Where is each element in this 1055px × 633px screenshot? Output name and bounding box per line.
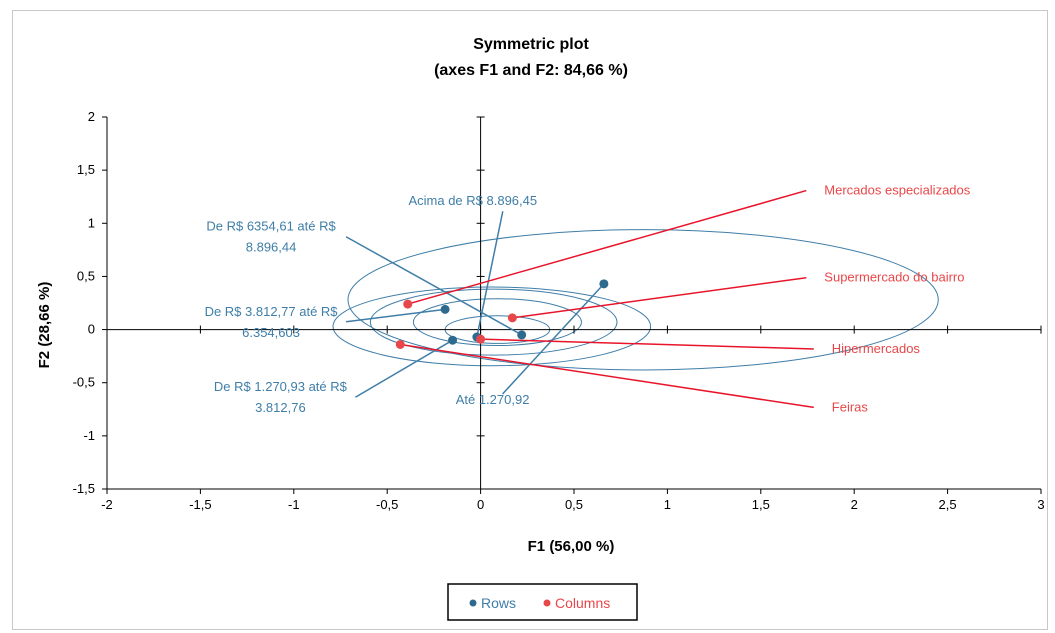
leader-line bbox=[502, 283, 605, 395]
column-point-label: Supermercado do bairro bbox=[824, 270, 964, 285]
legend-rows-marker bbox=[469, 599, 477, 607]
row-point bbox=[517, 330, 527, 340]
leader-lines bbox=[345, 189, 814, 409]
x-tick-label: -1 bbox=[288, 497, 300, 512]
column-point bbox=[476, 334, 486, 344]
x-tick-label: -2 bbox=[101, 497, 113, 512]
confidence-ellipse-1 bbox=[347, 229, 939, 371]
row-point-label: 6.354,603 bbox=[242, 325, 300, 340]
confidence-ellipse-4 bbox=[412, 298, 582, 347]
row-point-label: Acima de R$ 8.896,45 bbox=[408, 193, 537, 208]
leader-line bbox=[480, 338, 814, 350]
row-point bbox=[448, 335, 458, 345]
leader-line bbox=[345, 236, 523, 336]
confidence-ellipse-2 bbox=[332, 286, 652, 367]
column-point bbox=[507, 313, 517, 323]
leader-line bbox=[476, 211, 504, 338]
leader-line bbox=[407, 189, 807, 305]
column-point-label: Hipermercados bbox=[832, 341, 921, 356]
x-tick-label: -1,5 bbox=[189, 497, 211, 512]
leader-line bbox=[355, 339, 453, 398]
column-point bbox=[403, 299, 413, 309]
y-tick-label: -0,5 bbox=[73, 375, 95, 390]
chart-frame: Symmetric plot (axes F1 and F2: 84,66 %)… bbox=[12, 10, 1048, 630]
x-tick-label: 0,5 bbox=[565, 497, 583, 512]
row-point-label: De R$ 6354,61 até R$ bbox=[206, 219, 336, 234]
column-point bbox=[395, 339, 405, 349]
leader-line bbox=[345, 308, 446, 323]
symmetric-plot-chart: Symmetric plot (axes F1 and F2: 84,66 %)… bbox=[36, 36, 1045, 621]
x-tick-label: 0 bbox=[477, 497, 484, 512]
y-tick-label: -1,5 bbox=[73, 481, 95, 496]
y-tick-label: 0,5 bbox=[77, 268, 95, 283]
column-point-label: Mercados especializados bbox=[824, 183, 970, 198]
confidence-ellipse-3 bbox=[369, 288, 618, 356]
row-point-label: Até 1.270,92 bbox=[456, 392, 530, 407]
axes: -2 -1,5 -1 -0,5 0 0,5 1 1,5 2 2,5 3 2 1,5 1 0,5 0 -0,5 -1… bbox=[73, 109, 1045, 512]
y-tick-label: -1 bbox=[83, 428, 95, 443]
y-tick-label: 1,5 bbox=[77, 162, 95, 177]
y-tick-label: 0 bbox=[88, 322, 95, 337]
row-point-label: 8.896,44 bbox=[246, 240, 297, 255]
x-tick-label: 3 bbox=[1037, 497, 1044, 512]
row-point-label: 3.812,76 bbox=[255, 400, 306, 415]
legend-columns-label: Columns bbox=[555, 595, 610, 611]
legend-rows-label: Rows bbox=[481, 595, 516, 611]
x-tick-label: 1,5 bbox=[752, 497, 770, 512]
x-tick-label: 2,5 bbox=[939, 497, 957, 512]
x-tick-label: -0,5 bbox=[376, 497, 398, 512]
legend-columns-marker bbox=[543, 599, 551, 607]
y-tick-label: 1 bbox=[88, 215, 95, 230]
data-points bbox=[395, 279, 609, 349]
y-tick-label: 2 bbox=[88, 109, 95, 124]
chart-title: Symmetric plot bbox=[473, 36, 589, 53]
x-axis-title: F1 (56,00 %) bbox=[528, 538, 615, 555]
x-tick-label: 1 bbox=[664, 497, 671, 512]
column-point-label: Feiras bbox=[832, 399, 869, 414]
legend: Rows Columns bbox=[447, 583, 638, 621]
row-point bbox=[599, 279, 609, 289]
x-tick-label: 2 bbox=[851, 497, 858, 512]
row-point bbox=[440, 304, 450, 314]
point-labels: Acima de R$ 8.896,45 De R$ 6354,61 até R$… bbox=[205, 183, 971, 416]
chart-subtitle: (axes F1 and F2: 84,66 %) bbox=[434, 62, 628, 79]
leader-line bbox=[512, 276, 807, 319]
y-axis-title: F2 (28,66 %) bbox=[36, 282, 53, 369]
leader-line bbox=[400, 343, 814, 409]
legend-box bbox=[447, 583, 638, 621]
row-point-label: De R$ 1.270,93 até R$ bbox=[214, 379, 348, 394]
row-point-label: De R$ 3.812,77 até R$ bbox=[205, 304, 339, 319]
